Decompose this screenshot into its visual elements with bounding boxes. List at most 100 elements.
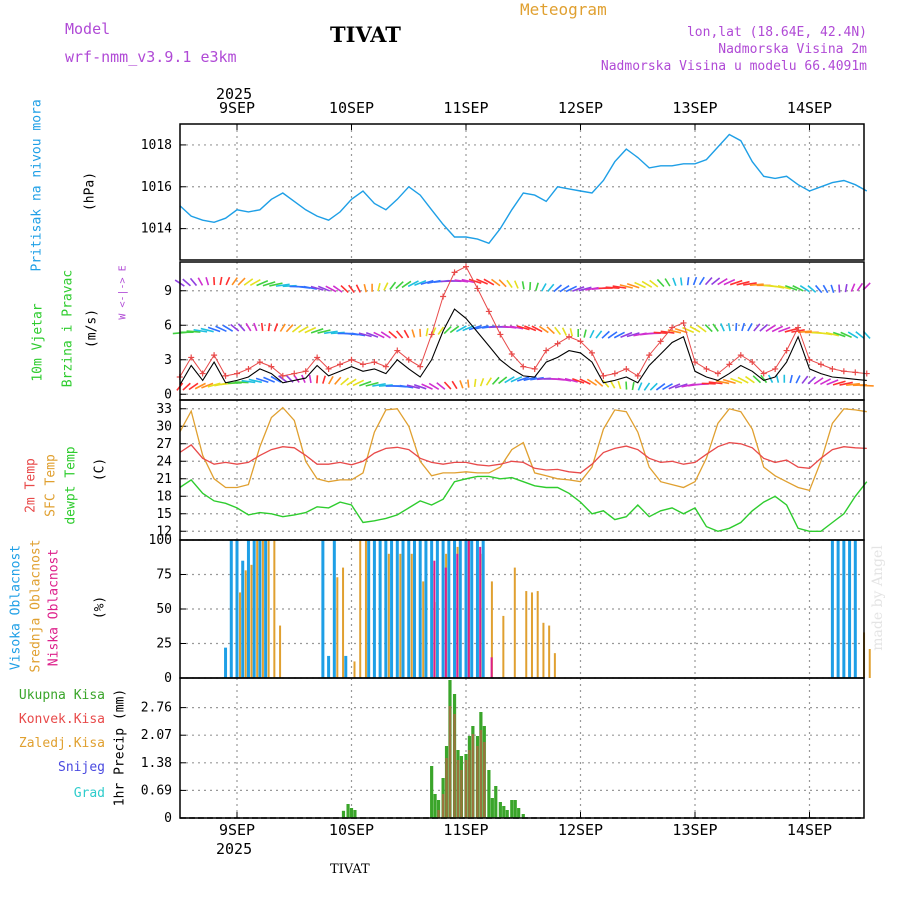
sfc-temp-line: [179, 406, 867, 492]
y-tick-label: 18: [156, 489, 172, 504]
cloud-bar: [372, 540, 376, 678]
wind-arrow: [334, 376, 342, 385]
wind-gust-marker: [199, 370, 206, 377]
cloud-bar: [321, 540, 325, 678]
wind-arrow: [200, 327, 214, 333]
wind-arrow: [263, 376, 275, 383]
wind-arrow: [656, 278, 665, 288]
model-altitude-label: Nadmorska Visina u modelu 66.4091m: [600, 59, 867, 74]
wind-arrow: [207, 326, 221, 333]
precip-total-bar: [505, 810, 509, 818]
precip-conv-bar: [456, 760, 460, 818]
wind-arrow: [612, 285, 627, 289]
cloud-bar: [458, 540, 462, 678]
wind-arrow: [559, 285, 570, 293]
year-label-bottom: 2025: [216, 840, 253, 858]
cloud-bar: [344, 655, 348, 678]
wind-arrow: [655, 382, 666, 391]
wind-arrow: [778, 326, 791, 333]
precip-conv-bar: [445, 758, 448, 818]
wind-arrow: [249, 279, 261, 287]
wind-arrow: [388, 330, 398, 339]
wind-arrow: [586, 378, 598, 386]
wind-arrow: [194, 382, 206, 390]
wind-arrow: [225, 276, 231, 286]
year-label-top: 2025: [216, 85, 253, 103]
meteogram-title: Meteogram: [520, 0, 607, 19]
y-tick-label: 9: [164, 284, 172, 299]
wind-arrow: [759, 323, 769, 332]
wind-arrow: [373, 331, 385, 339]
wind-arrow: [631, 381, 635, 391]
cloud-bar: [424, 540, 428, 678]
wind-gust-marker: [692, 359, 698, 366]
wind-arrow: [201, 382, 214, 389]
wind-arrow: [279, 323, 286, 332]
wind-arrow: [801, 375, 809, 384]
wind-arrow: [826, 379, 839, 386]
y-tick-label: 50: [156, 602, 172, 617]
wind-arrow: [317, 285, 331, 292]
temp-2m-line: [179, 441, 867, 474]
precip-conv-bar: [468, 750, 471, 818]
wind-arrow: [267, 323, 271, 332]
wind-arrow: [389, 281, 397, 290]
wind-arrow: [546, 326, 555, 335]
wind-arrow: [717, 278, 728, 286]
model-label: Model: [65, 20, 111, 38]
wind-gust-marker: [234, 370, 240, 377]
wind-arrow: [443, 326, 452, 335]
wind-arrow: [850, 283, 856, 292]
wind-arrow: [601, 330, 610, 339]
cloud-bar: [430, 540, 434, 678]
wind-gust-marker: [634, 372, 641, 379]
altitude-label: Nadmorska Visina 2m: [718, 42, 867, 57]
precip-total-bar: [490, 798, 494, 818]
panel-frame: [179, 123, 865, 261]
wind-arrow: [720, 323, 725, 332]
wind-gust-marker: [737, 352, 744, 359]
wind-gust-marker: [611, 370, 618, 377]
wind-arrow: [461, 278, 476, 284]
cloud-bar: [244, 570, 247, 678]
y-tick-label: 24: [156, 454, 172, 469]
wind-arrow: [613, 331, 625, 339]
cloud-bar: [336, 577, 339, 678]
wind-gust-marker: [485, 308, 492, 315]
wind-arrow: [649, 382, 658, 391]
cloud-bar: [490, 657, 493, 678]
wind-arrow: [564, 377, 578, 383]
y-tick-label: 1.38: [141, 756, 172, 771]
wind-arrow: [807, 376, 816, 385]
precip-conv-bar: [448, 706, 452, 818]
wind-arrow: [207, 382, 221, 388]
wind-arrow: [401, 280, 412, 289]
wind-arrow: [456, 325, 467, 333]
wind-arrow: [298, 325, 309, 334]
day-label-bottom: 12SEP: [558, 821, 603, 839]
wind-arrow: [641, 280, 653, 288]
precip-total-bar: [349, 808, 354, 818]
wind-arrow: [222, 324, 234, 332]
wind-arrow: [745, 375, 755, 384]
cloud-bar: [467, 540, 470, 678]
wind-arrow: [523, 376, 537, 382]
cloud-bar: [252, 540, 256, 678]
y-tick-label: 100: [149, 533, 172, 548]
cloud-bar: [830, 540, 834, 678]
day-label-top: 13SEP: [672, 99, 717, 117]
day-label-top: 11SEP: [443, 99, 488, 117]
wind-arrow: [273, 323, 279, 332]
wind-arrow: [316, 375, 319, 384]
wind-arrow: [637, 382, 643, 391]
day-label-bottom: 13SEP: [672, 821, 717, 839]
cloud-bar: [258, 540, 262, 678]
wind-arrow: [413, 383, 427, 390]
wind-arrow: [832, 331, 846, 338]
cloud-bar: [447, 540, 451, 678]
wind-arrow: [253, 322, 258, 332]
wind-arrow: [340, 377, 350, 386]
wind-gust-marker: [222, 372, 229, 379]
wind-gust-marker: [577, 338, 584, 345]
wind-arrow: [322, 375, 327, 384]
